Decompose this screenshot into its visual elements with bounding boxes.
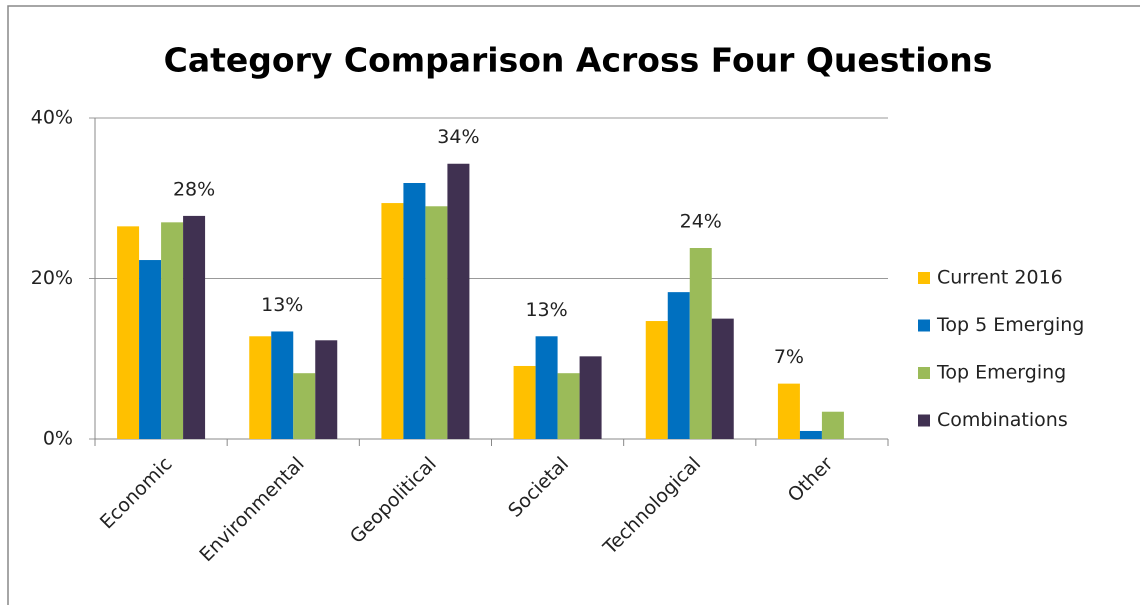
y-tick-label: 40% xyxy=(31,107,73,129)
bar xyxy=(711,318,734,439)
bar xyxy=(821,411,844,439)
legend-swatch xyxy=(918,272,930,284)
legend-swatch xyxy=(918,414,930,427)
legend-label: Top 5 Emerging xyxy=(936,314,1084,336)
legend-label: Top Emerging xyxy=(936,362,1066,384)
bar xyxy=(667,292,690,439)
legend-swatch xyxy=(918,319,930,332)
bar xyxy=(271,331,294,439)
bar xyxy=(447,163,470,439)
data-label: 34% xyxy=(437,126,479,148)
bar xyxy=(799,430,822,439)
data-label: 7% xyxy=(774,346,804,368)
bar xyxy=(381,203,404,439)
data-label: 13% xyxy=(261,294,303,316)
bar xyxy=(403,183,426,439)
bar xyxy=(777,383,800,439)
bar xyxy=(535,336,558,439)
bar xyxy=(161,222,184,439)
bar xyxy=(117,226,140,439)
bar xyxy=(293,373,316,439)
data-label: 28% xyxy=(173,178,215,200)
bar xyxy=(689,248,712,439)
bar xyxy=(315,340,338,439)
data-label: 24% xyxy=(680,211,722,233)
bar xyxy=(249,336,272,439)
bar xyxy=(139,260,162,439)
y-tick-label: 0% xyxy=(43,428,73,450)
bar xyxy=(183,215,206,439)
legend-swatch xyxy=(918,367,930,379)
bar xyxy=(513,365,536,439)
bar xyxy=(645,321,668,439)
data-label: 13% xyxy=(525,299,567,321)
legend-label: Current 2016 xyxy=(937,267,1063,289)
bar xyxy=(579,356,602,439)
chart-title: Category Comparison Across Four Question… xyxy=(164,41,993,80)
y-tick-label: 20% xyxy=(31,267,73,289)
legend-label: Combinations xyxy=(937,409,1068,431)
bar xyxy=(425,206,448,439)
bar xyxy=(557,373,580,439)
